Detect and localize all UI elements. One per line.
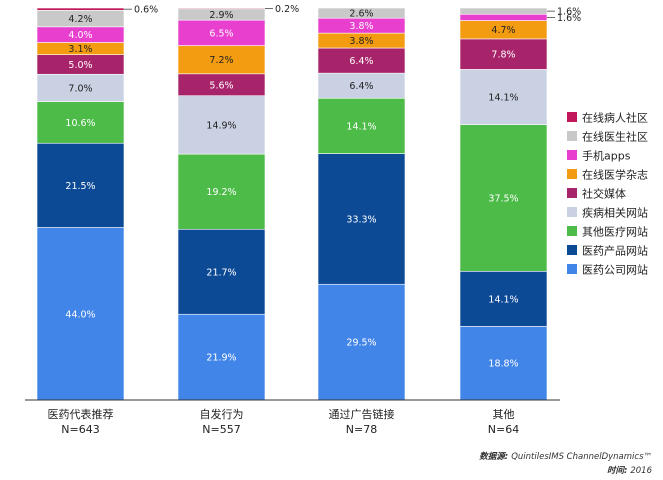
data-label: 2.9% [209, 10, 233, 21]
bar-segment [459, 7, 548, 15]
bar-segment [317, 97, 406, 154]
legend-swatch [567, 207, 577, 217]
data-label: 5.6% [209, 80, 233, 91]
bar-segment [317, 47, 406, 74]
bar-segment [177, 313, 266, 401]
legend-label: 社交媒体 [582, 187, 626, 201]
source-note: 数据源: QuintilesIMS ChannelDynamics™ [479, 451, 652, 462]
data-label: 0.2% [275, 4, 299, 15]
bar-segment [177, 95, 266, 155]
bars-layer [36, 7, 548, 401]
x-tick-label: 其他 [493, 408, 515, 421]
data-label: 18.8% [488, 359, 518, 370]
data-label: 1.6% [557, 7, 581, 18]
data-label: 21.5% [65, 181, 95, 192]
data-label: 5.0% [68, 60, 92, 71]
bar-segment [459, 69, 548, 125]
legend-label: 医药产品网站 [582, 244, 648, 258]
x-tick-label: 通过广告链接 [329, 407, 395, 421]
legend-swatch [567, 245, 577, 255]
legend-swatch [567, 188, 577, 198]
data-label: 14.1% [488, 294, 518, 305]
bar-segment [317, 153, 406, 285]
data-label: 10.6% [65, 118, 95, 129]
legend-swatch [567, 264, 577, 274]
data-label: 7.8% [491, 50, 515, 61]
bar-segment [317, 7, 406, 19]
sample-size-label: N=64 [488, 423, 519, 436]
legend-label: 手机apps [582, 149, 631, 163]
data-label: 21.9% [206, 353, 236, 364]
data-label: 21.7% [206, 267, 236, 278]
data-label: 37.5% [488, 193, 518, 204]
data-label: 6.4% [349, 56, 373, 67]
legend-label: 在线医生社区 [582, 130, 648, 144]
data-label: 7.2% [209, 55, 233, 66]
bar-segment [459, 326, 548, 401]
segment-labels-layer: 44.0% 21.5% 10.6% 7.0% 5.0% 3.1% 4.0% 4.2% 0.6% 2… [65, 4, 581, 370]
bar-segment [36, 7, 125, 11]
bar-segment [177, 228, 266, 315]
data-label: 6.4% [349, 81, 373, 92]
bar-segment [459, 38, 548, 70]
legend-swatch [567, 112, 577, 122]
bar-segment [36, 227, 125, 401]
data-label: 3.1% [68, 44, 92, 55]
time-note: 时间: 2016 [607, 465, 653, 476]
legend-label: 其他医疗网站 [582, 225, 648, 239]
data-label: 14.1% [488, 93, 518, 104]
data-label: 0.6% [134, 5, 158, 16]
sample-size-label: N=78 [346, 423, 377, 436]
x-tick-label: 自发行为 [200, 407, 244, 421]
data-label: 19.2% [206, 187, 236, 198]
legend-swatch [567, 226, 577, 236]
legend-swatch [567, 169, 577, 179]
data-label: 44.0% [65, 309, 95, 320]
data-label: 7.0% [68, 83, 92, 94]
time-label: 时间: [607, 465, 627, 476]
data-label: 4.7% [491, 25, 515, 36]
category-labels-layer: 医药代表推荐 N=643 自发行为 N=557 通过广告链接 N=78 其他 N=64 [48, 407, 520, 436]
data-label: 2.6% [349, 9, 373, 20]
data-label: 3.8% [349, 21, 373, 32]
data-label: 1.6% [557, 13, 581, 24]
bar-segment [177, 7, 266, 10]
sample-size-label: N=643 [61, 423, 99, 436]
time-text: 2016 [630, 466, 652, 476]
data-label: 29.5% [346, 338, 376, 349]
bar-segment [177, 19, 266, 46]
data-label: 4.0% [68, 30, 92, 41]
data-label: 33.3% [346, 214, 376, 225]
legend-label: 在线病人社区 [582, 111, 648, 125]
legend-label: 疾病相关网站 [582, 206, 648, 220]
bar-segment [36, 73, 125, 102]
x-tick-label: 医药代表推荐 [48, 407, 114, 421]
bar-segment [177, 153, 266, 230]
data-label: 3.8% [349, 36, 373, 47]
source-label: 数据源: [479, 451, 508, 462]
bar-segment [459, 124, 548, 272]
legend-swatch [567, 131, 577, 141]
legend-label: 在线医学杂志 [582, 168, 648, 182]
data-label: 6.5% [209, 28, 233, 39]
data-label: 4.2% [68, 14, 92, 25]
source-text: QuintilesIMS ChannelDynamics™ [511, 452, 652, 462]
bar-segment [459, 13, 548, 21]
bar-segment [177, 45, 266, 75]
bar-segment [459, 270, 548, 327]
legend-swatch [567, 150, 577, 160]
bar-segment [36, 142, 125, 228]
data-label: 14.1% [346, 121, 376, 132]
sample-size-label: N=557 [202, 423, 240, 436]
legend-label: 医药公司网站 [582, 263, 648, 277]
data-label: 14.9% [206, 120, 236, 131]
bar-segment [317, 283, 406, 401]
